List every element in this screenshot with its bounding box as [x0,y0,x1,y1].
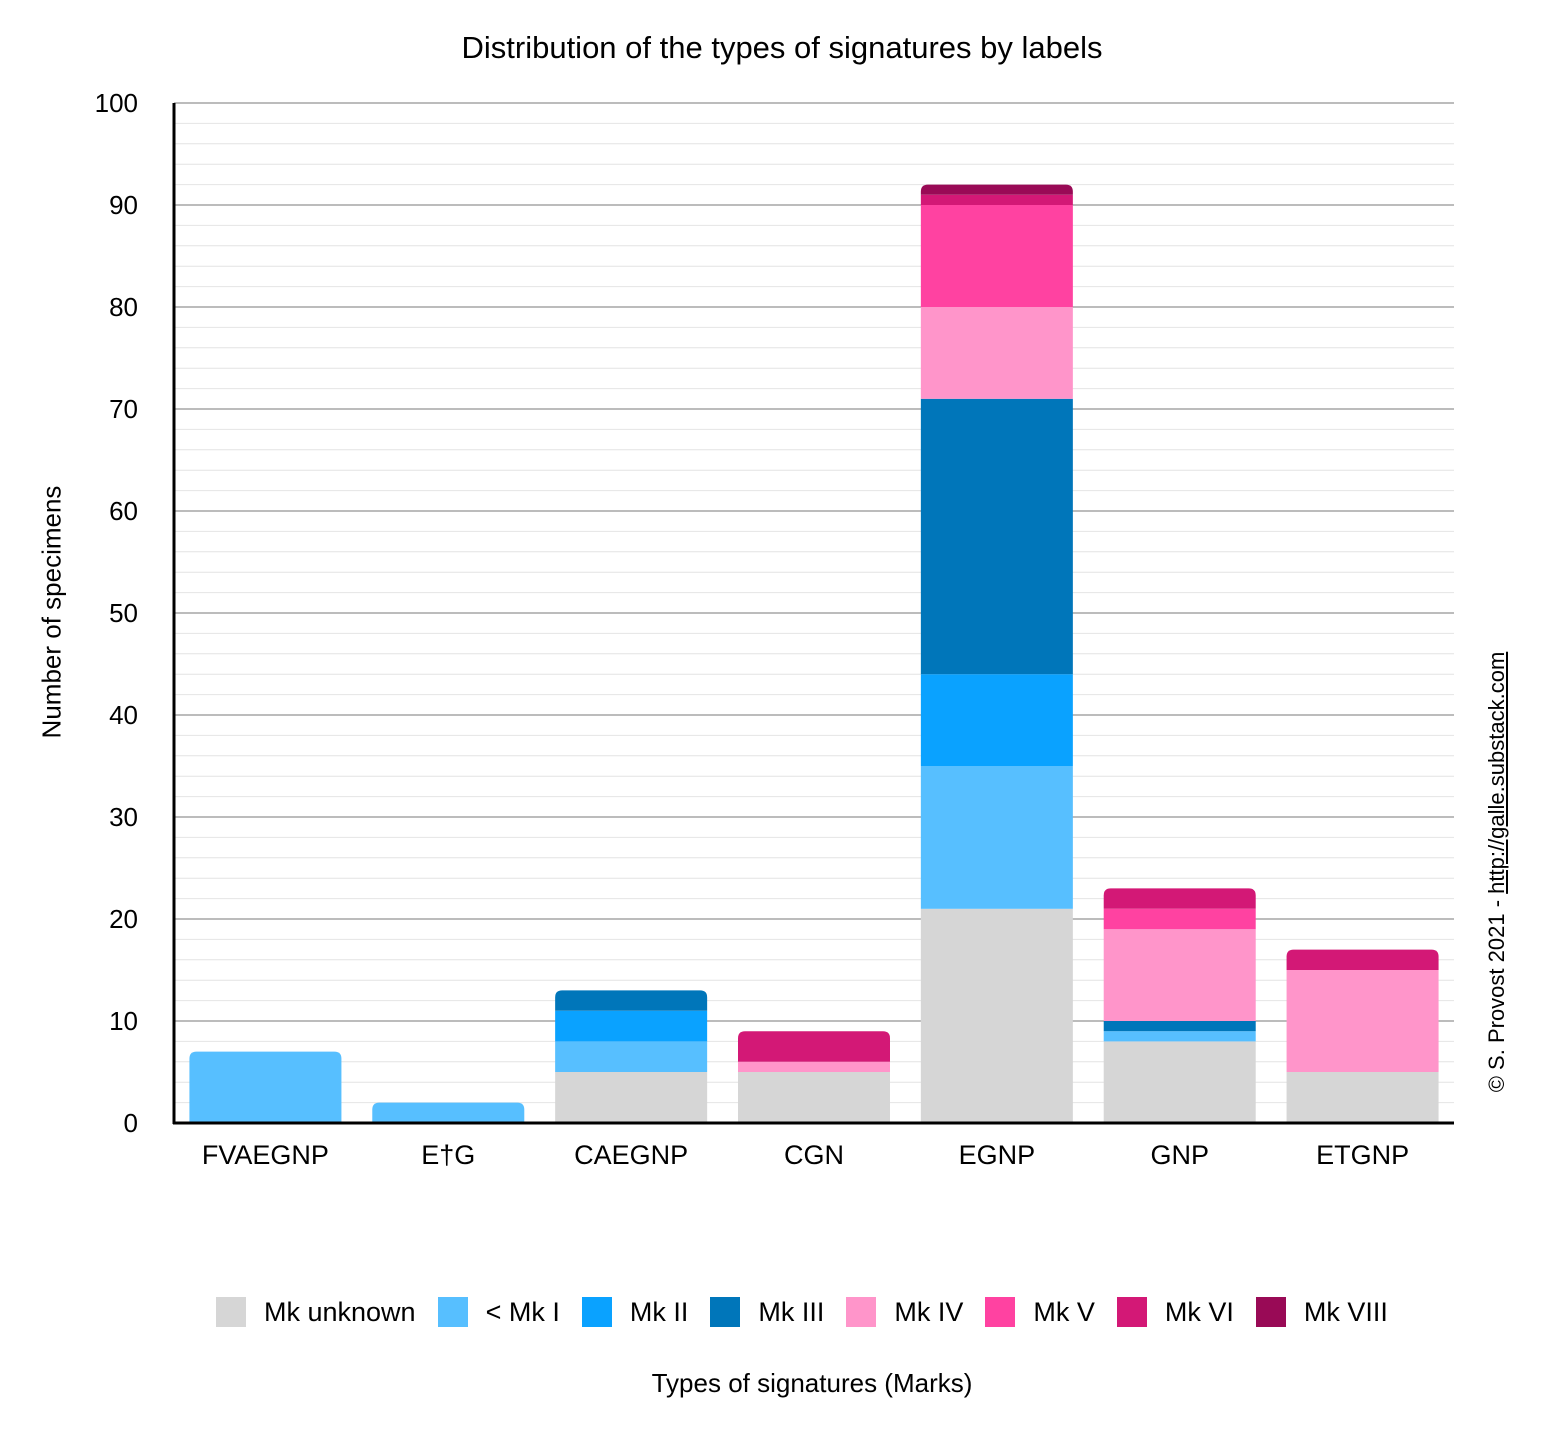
bar-segment [1103,908,1256,930]
bar-segment [920,184,1073,195]
bar-segment [920,908,1073,1123]
legend-label: Mk unknown [264,1296,416,1327]
y-tick-label: 30 [109,802,138,832]
grid-lines [174,102,1454,1104]
y-tick-label: 70 [109,394,138,424]
legend-swatch [437,1297,468,1327]
bar-segment [1103,1021,1256,1032]
bar-stack [1286,949,1439,1123]
legend-swatch [1116,1297,1147,1327]
legend-label: Mk III [758,1296,825,1327]
legend: Mk unknown < Mk I Mk II Mk III Mk IV Mk V Mk V… [216,1294,1410,1330]
y-tick-label: 20 [109,904,138,934]
bar-segment [189,1051,342,1123]
legend-label: < Mk I [485,1296,560,1327]
legend-item: Mk unknown [216,1297,416,1328]
x-tick-label: CAEGNP [574,1140,688,1170]
bar-segment [920,307,1073,399]
bar-stack [920,184,1073,1123]
bar-stacks [189,184,1439,1123]
bar-segment [1103,1041,1256,1123]
y-axis-label: Number of specimens [36,485,67,739]
x-axis-label: Types of signatures (Marks) [651,1368,973,1398]
bar-segment [1103,929,1256,1021]
bar-segment [738,1061,890,1072]
legend-item: Mk II [581,1296,689,1328]
legend-item: Mk V [985,1297,1095,1328]
x-tick-label: ETGNP [1316,1140,1409,1170]
y-tick-label: 10 [109,1006,138,1036]
chart-title: Distribution of the types of signatures … [461,30,1103,65]
bar-segment [1286,970,1439,1072]
x-tick-label: GNP [1150,1140,1209,1170]
y-tick-labels: 0 10 20 30 40 50 60 70 80 90 100 [95,88,138,1138]
legend-label: Mk II [629,1296,689,1327]
bar-segment [1286,949,1439,970]
bar-segment [920,674,1073,766]
bar-segment [555,1010,708,1042]
legend-item: Mk IV [846,1297,963,1328]
legend-swatch [581,1297,612,1327]
bar-stack [738,1031,890,1123]
legend-item: < Mk I [437,1296,560,1328]
legend-swatch [216,1297,246,1327]
bar-stack [189,1051,342,1123]
y-tick-label: 0 [124,1108,138,1138]
legend-label: Mk IV [894,1296,964,1327]
copyright-credit: © S. Provost 2021 - http://galle.substac… [1484,652,1510,1093]
bar-segment [920,205,1073,307]
credit-prefix: © S. Provost 2021 - [1484,893,1509,1093]
legend-label: Mk VIII [1303,1296,1388,1327]
credit-link[interactable]: http://galle.substack.com [1484,651,1509,894]
bar-segment [372,1102,525,1123]
legend-label: Mk VI [1164,1296,1234,1327]
bar-segment [555,1072,708,1123]
x-tick-label: CGN [784,1140,844,1170]
legend-swatch [985,1297,1016,1327]
legend-swatch [710,1297,741,1327]
bar-stack [1103,888,1256,1123]
bar-stack [372,1102,525,1123]
bar-segment [1103,1031,1256,1042]
bar-segment [738,1031,890,1062]
legend-item: Mk VI [1116,1296,1234,1328]
x-tick-label: EGNP [959,1140,1036,1170]
y-tick-label: 60 [109,496,138,526]
bar-segment [555,1041,708,1072]
bar-segment [1286,1072,1439,1123]
legend-swatch [1255,1297,1286,1327]
x-tick-label: FVAEGNP [202,1140,329,1170]
bar-segment [555,990,708,1011]
y-tick-label: 40 [109,700,138,730]
bar-segment [738,1072,890,1123]
bar-segment [920,398,1073,675]
x-tick-label: E†G [421,1140,475,1170]
y-tick-label: 90 [109,190,138,220]
legend-swatch [846,1297,877,1327]
x-tick-labels: FVAEGNP E†G CAEGNP CGN EGNP GNP ETGNP [202,1140,1409,1170]
axes [172,103,1454,1125]
y-tick-label: 100 [95,88,138,118]
bar-stack [555,990,708,1123]
bar-segment [920,766,1073,909]
bar-segment [1103,888,1256,909]
y-tick-label: 80 [109,292,138,322]
legend-item: Mk III [710,1297,824,1328]
bar-segment [920,194,1073,205]
legend-label: Mk V [1033,1296,1095,1327]
legend-item: Mk VIII [1255,1296,1388,1328]
y-tick-label: 50 [109,598,138,628]
